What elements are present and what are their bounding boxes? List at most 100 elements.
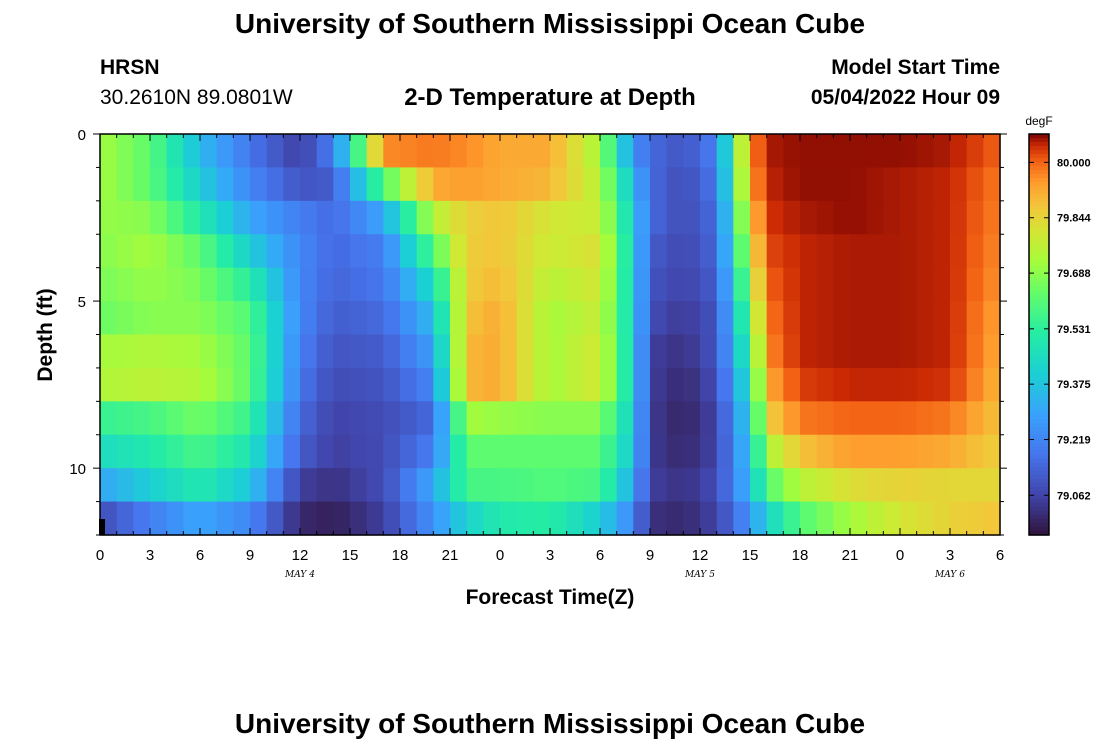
heatmap-cell [466,468,484,503]
heatmap-cell [650,134,668,169]
heatmap-cell [883,401,901,436]
colorbar-strip [1029,506,1049,512]
heatmap-cell [850,200,868,235]
heatmap-cell [816,434,834,469]
model-start-value: 05/04/2022 Hour 09 [810,86,1000,109]
heatmap-cell [600,401,618,436]
heatmap-cell [650,234,668,269]
heatmap-cell [900,468,918,503]
heatmap-cell [416,267,434,302]
heatmap-cell [233,200,251,235]
heatmap-cell [366,301,384,336]
heatmap-cell [133,367,151,402]
colorbar-strip [1029,486,1049,492]
heatmap-cell [716,134,734,169]
heatmap-cell [383,200,401,235]
heatmap-cell [750,200,768,235]
y-tick-label: 5 [78,294,86,311]
heatmap-cell [216,334,234,369]
colorbar-strip [1029,466,1049,472]
heatmap-cell [883,367,901,402]
heatmap-cell [916,501,934,536]
heatmap-cells [100,134,1001,536]
colorbar-strip [1029,302,1049,308]
heatmap-cell [566,367,584,402]
heatmap-cell [716,334,734,369]
heatmap-cell [850,301,868,336]
x-tick-label: 3 [146,547,154,564]
heatmap-cell [250,301,268,336]
heatmap-cell [783,234,801,269]
colorbar-strip [1029,162,1049,167]
heatmap-cell [133,501,151,536]
x-tick-label: 18 [392,547,409,564]
heatmap-cell [783,401,801,436]
heatmap-cell [516,434,534,469]
heatmap-cell [800,134,818,169]
heatmap-cell [366,501,384,536]
heatmap-cell [966,134,984,169]
colorbar-strip [1029,226,1049,231]
heatmap-cell [783,434,801,469]
colorbar-tick-label: 79.375 [1057,379,1091,391]
heatmap-cell [583,401,601,436]
heatmap-cell [533,134,551,169]
heatmap-cell [133,401,151,436]
heatmap-cell [500,468,518,503]
heatmap-cell [383,501,401,536]
heatmap-cell [266,200,284,235]
heatmap-cell [400,167,418,202]
heatmap-cell [633,200,651,235]
heatmap-cell [416,200,434,235]
heatmap-cell [966,434,984,469]
colorbar-strip [1029,206,1049,211]
heatmap-cell [750,367,768,402]
heatmap-cell [100,234,118,269]
heatmap-cell [666,234,684,269]
heatmap-cell [350,267,368,302]
heatmap-cell [300,134,318,169]
colorbar-strip [1029,402,1049,408]
heatmap-cell [833,234,851,269]
heatmap-cell [383,167,401,202]
colorbar-strip [1029,334,1049,340]
heatmap-cell [716,267,734,302]
heatmap-cell [166,401,184,436]
heatmap-cell [216,434,234,469]
heatmap-cell [200,367,218,402]
heatmap-cell [450,401,468,436]
colorbar-strip [1029,238,1049,243]
heatmap-cell [500,200,518,235]
heatmap-cell [516,167,534,202]
heatmap-cell [916,301,934,336]
heatmap-cell [183,334,201,369]
heatmap-cell [483,501,501,536]
heatmap-cell [916,468,934,503]
heatmap-cell [533,267,551,302]
heatmap-cell [166,367,184,402]
heatmap-cell [800,200,818,235]
heatmap-cell [783,267,801,302]
heatmap-cell [316,401,334,436]
heatmap-cell [133,301,151,336]
heatmap-cell [683,234,701,269]
heatmap-cell [916,134,934,169]
heatmap-cell [316,367,334,402]
heatmap-cell [833,301,851,336]
heatmap-cell [983,200,1001,235]
heatmap-cell [866,134,884,169]
colorbar-strip [1029,414,1049,420]
heatmap-cell [100,134,118,169]
heatmap-cell [516,501,534,536]
heatmap-cell [216,401,234,436]
heatmap-cell [333,434,351,469]
heatmap-cell [366,167,384,202]
heatmap-cell [550,434,568,469]
heatmap-cell [233,267,251,302]
heatmap-cell [300,267,318,302]
colorbar-strip [1029,518,1049,524]
heatmap-cell [166,267,184,302]
colorbar-strip [1029,526,1049,532]
heatmap-cell [816,501,834,536]
heatmap-cell [866,468,884,503]
